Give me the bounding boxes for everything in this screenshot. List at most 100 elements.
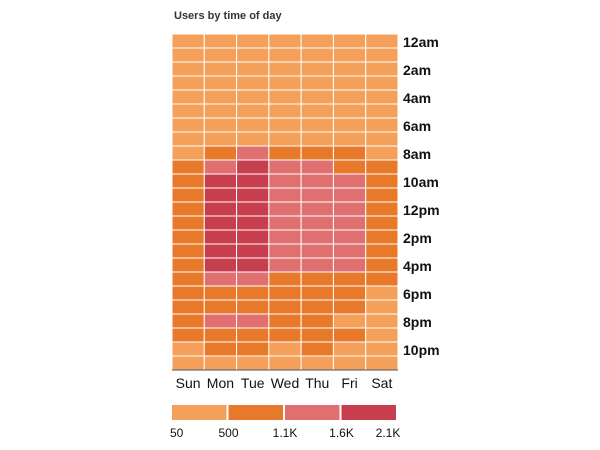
heatmap-cell xyxy=(332,243,367,259)
heatmap-cell xyxy=(332,145,367,161)
heatmap-cell xyxy=(236,285,270,301)
legend: 50 500 1.1K 1.6K 2.1K xyxy=(170,405,400,440)
heatmap-cell xyxy=(332,271,367,287)
x-tick-label: Wed xyxy=(271,375,300,391)
heatmap-cell xyxy=(268,33,302,49)
heatmap-cell xyxy=(203,215,238,231)
heatmap-cell xyxy=(236,341,270,357)
heatmap-cell xyxy=(203,313,238,329)
heatmap-cell xyxy=(236,229,270,245)
heatmap-cell xyxy=(300,159,334,175)
heatmap-cell xyxy=(300,173,334,189)
x-tick-label: Tue xyxy=(241,375,265,391)
heatmap-cell xyxy=(236,327,270,343)
legend-swatch xyxy=(341,405,396,420)
legend-tick-label: 50 xyxy=(170,426,184,440)
y-tick-label: 2am xyxy=(403,62,431,78)
heatmap-cell xyxy=(203,341,238,357)
heatmap-cell xyxy=(203,285,238,301)
heatmap-cell xyxy=(268,341,302,357)
heatmap-cell xyxy=(236,271,270,287)
heatmap-cell xyxy=(365,187,399,203)
heatmap-cell xyxy=(203,103,238,119)
heatmap-cell xyxy=(171,103,205,119)
y-tick-label: 12pm xyxy=(403,202,440,218)
heatmap-cell xyxy=(365,243,399,259)
heatmap-cell xyxy=(268,131,302,147)
x-tick-label: Fri xyxy=(341,375,357,391)
heatmap-cell xyxy=(203,117,238,133)
heatmap-cell xyxy=(332,299,367,315)
heatmap-cell xyxy=(203,271,238,287)
heatmap-cell xyxy=(236,173,270,189)
heatmap-cell xyxy=(236,89,270,105)
heatmap-cell xyxy=(171,89,205,105)
heatmap-cell xyxy=(203,159,238,175)
heatmap-cell xyxy=(171,173,205,189)
heatmap-cell xyxy=(300,187,334,203)
heatmap-cell xyxy=(332,131,367,147)
heatmap-cell xyxy=(365,61,399,77)
y-tick-label: 12am xyxy=(403,34,439,50)
heatmap-cell xyxy=(171,243,205,259)
y-tick-label: 4am xyxy=(403,90,431,106)
heatmap-cell xyxy=(203,299,238,315)
heatmap-cell xyxy=(268,257,302,273)
y-tick-label: 10pm xyxy=(403,342,440,358)
heatmap-cell xyxy=(268,243,302,259)
heatmap-cell xyxy=(300,47,334,63)
heatmap-cell xyxy=(236,75,270,91)
legend-tick-label: 1.1K xyxy=(273,426,298,440)
heatmap-cell xyxy=(268,313,302,329)
legend-tick-label: 500 xyxy=(218,426,238,440)
x-tick-label: Thu xyxy=(305,375,329,391)
x-tick-label: Sat xyxy=(371,375,392,391)
heatmap-cell xyxy=(268,47,302,63)
heatmap-cell xyxy=(300,341,334,357)
heatmap-cell xyxy=(203,145,238,161)
heatmap-cell xyxy=(268,75,302,91)
heatmap-cell xyxy=(365,299,399,315)
heatmap-cell xyxy=(300,103,334,119)
heatmap-cell xyxy=(365,271,399,287)
y-tick-label: 10am xyxy=(403,174,439,190)
heatmap-cell xyxy=(236,61,270,77)
heatmap-cell xyxy=(300,201,334,217)
heatmap-cell xyxy=(171,145,205,161)
legend-tick-label: 2.1K xyxy=(376,426,401,440)
chart-title: Users by time of day xyxy=(174,10,282,22)
heatmap-cell xyxy=(268,159,302,175)
heatmap-cell xyxy=(268,145,302,161)
heatmap-cell xyxy=(300,89,334,105)
heatmap-cell xyxy=(236,117,270,133)
heatmap-cell xyxy=(365,229,399,245)
y-tick-label: 8pm xyxy=(403,314,432,330)
heatmap-cell xyxy=(365,327,399,343)
heatmap-cell xyxy=(236,215,270,231)
heatmap-cell xyxy=(171,313,205,329)
heatmap-cell xyxy=(300,215,334,231)
heatmap-cell xyxy=(236,299,270,315)
heatmap-cell xyxy=(236,257,270,273)
y-tick-label: 4pm xyxy=(403,258,432,274)
heatmap-cell xyxy=(365,201,399,217)
heatmap-cell xyxy=(203,75,238,91)
heatmap-cell xyxy=(171,75,205,91)
heatmap-cell xyxy=(203,355,238,371)
heatmap-cells xyxy=(171,33,399,371)
heatmap-cell xyxy=(332,229,367,245)
heatmap-cell xyxy=(268,173,302,189)
heatmap-cell xyxy=(268,299,302,315)
heatmap-cell xyxy=(171,117,205,133)
heatmap-cell xyxy=(332,327,367,343)
heatmap-cell xyxy=(300,75,334,91)
heatmap-cell xyxy=(171,131,205,147)
heatmap-cell xyxy=(365,75,399,91)
heatmap-cell xyxy=(171,201,205,217)
heatmap-cell xyxy=(300,313,334,329)
heatmap-cell xyxy=(236,33,270,49)
heatmap-cell xyxy=(268,61,302,77)
heatmap-cell xyxy=(332,103,367,119)
heatmap-cell xyxy=(268,89,302,105)
